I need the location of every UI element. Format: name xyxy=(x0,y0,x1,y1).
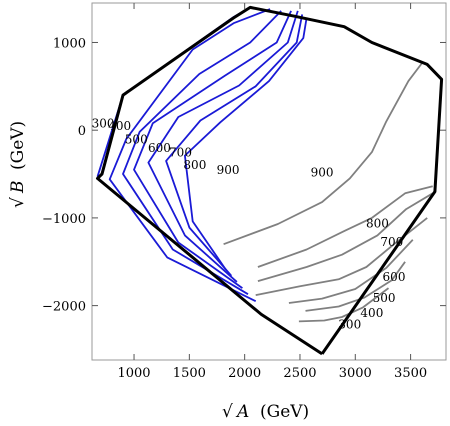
x-tick-label: 2000 xyxy=(228,366,261,381)
x-tick-label: 1000 xyxy=(117,366,150,381)
contour-label-right: 600 xyxy=(383,270,406,284)
gray-contour-line xyxy=(257,192,434,282)
blue-contour-line xyxy=(108,8,271,303)
blue-contour-line xyxy=(165,14,304,277)
contour-label-left: 600 xyxy=(148,141,171,155)
contour-label-right: 800 xyxy=(366,217,389,231)
boundary-line xyxy=(96,5,444,356)
y-tick-label: −1000 xyxy=(42,212,86,227)
contour-label-left: 300 xyxy=(92,117,115,131)
x-axis-label: (GeV) xyxy=(260,402,309,422)
blue-contour-group xyxy=(96,6,308,303)
gray-contour-line xyxy=(223,62,423,246)
y-axis-root-sign: √ xyxy=(8,197,28,208)
contour-label-right: 700 xyxy=(380,235,403,249)
y-axis-symbol: B xyxy=(8,181,28,195)
contour-label-left: 500 xyxy=(125,132,148,146)
contour-label-left: 800 xyxy=(183,158,206,172)
gray-contour-group xyxy=(223,62,434,323)
y-tick-label: 0 xyxy=(78,124,86,139)
x-axis-symbol: A xyxy=(235,402,249,422)
gray-contour-line xyxy=(288,239,414,304)
x-axis-root-sign: √ xyxy=(222,402,233,422)
boundary-group xyxy=(96,5,444,356)
x-tick-label: 1500 xyxy=(173,366,206,381)
contour-label-right: 300 xyxy=(338,317,361,331)
y-axis-label: (GeV) xyxy=(8,121,28,170)
plot-frame-rect xyxy=(91,2,447,361)
y-tick-label: −2000 xyxy=(42,300,86,315)
y-axis-title: √ B (GeV) xyxy=(8,121,28,208)
blue-contour-line xyxy=(133,10,292,289)
y-tick-label: 1000 xyxy=(53,36,86,51)
contour-label-right: 400 xyxy=(360,306,383,320)
axis-ticks: 1000 1500 2000 2500 3000 3500 1000 0 −1000 −2000 xyxy=(42,3,446,381)
x-axis-title: √ A (GeV) xyxy=(222,402,309,422)
contour-label-right: 500 xyxy=(373,291,396,305)
gray-contour-line xyxy=(298,287,390,323)
contour-label-left: 400 xyxy=(108,119,131,133)
x-tick-label: 2500 xyxy=(283,366,316,381)
blue-contour-line xyxy=(184,17,308,271)
x-tick-label: 3500 xyxy=(394,366,427,381)
plot-frame xyxy=(91,2,447,361)
gray-contour-line xyxy=(257,185,433,268)
blue-contour-line xyxy=(122,10,282,295)
contour-label-left: 900 xyxy=(217,163,240,177)
gray-contour-line xyxy=(305,261,406,312)
x-tick-label: 3000 xyxy=(339,366,372,381)
contour-label-left: 700 xyxy=(169,146,192,160)
contour-label-right: 900 xyxy=(311,166,334,180)
gray-contour-line xyxy=(255,217,428,296)
blue-contour-line xyxy=(147,10,299,283)
